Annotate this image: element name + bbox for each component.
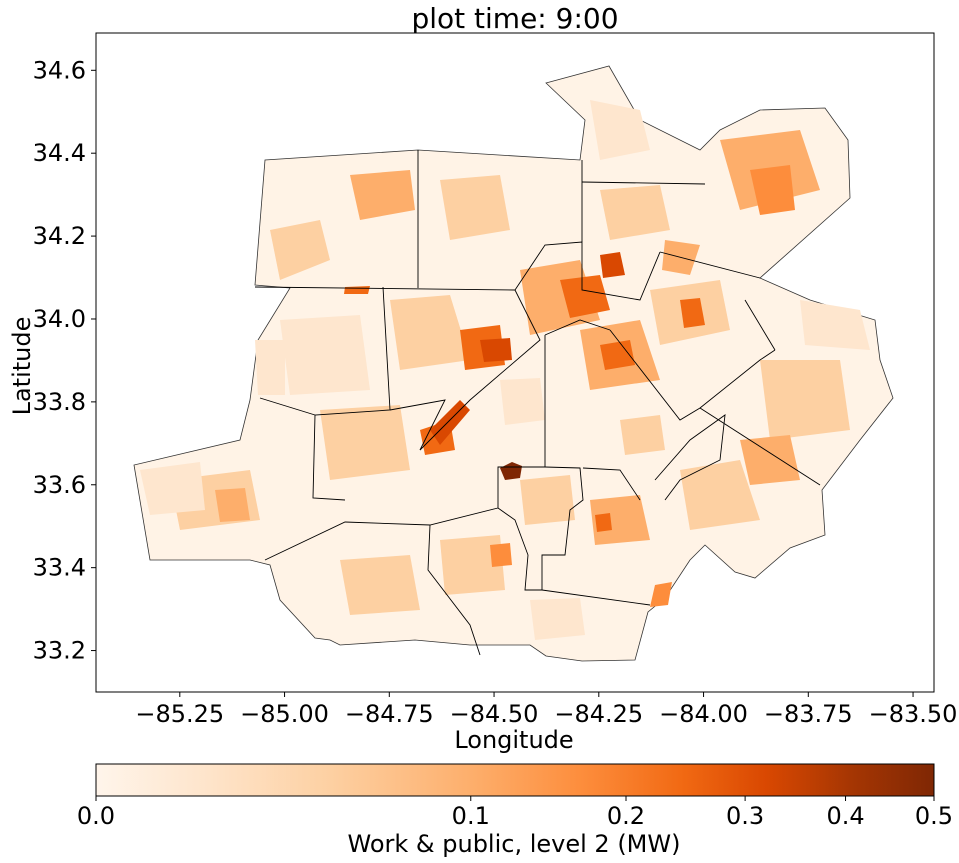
colorbar-label: Work & public, level 2 (MW)	[348, 830, 681, 858]
y-axis-label: Latitude	[8, 317, 36, 416]
x-tick-label: −84.50	[450, 700, 539, 728]
x-tick-label: −84.25	[554, 700, 643, 728]
y-tick-label: 33.8	[33, 388, 86, 416]
x-tick-label: −85.00	[240, 700, 329, 728]
colorbar-tick-label: 0.2	[607, 802, 645, 830]
y-tick-label: 34.2	[33, 222, 86, 250]
x-tick-label: −83.50	[869, 700, 958, 728]
x-tick-label: −83.75	[764, 700, 853, 728]
colorbar-tick-label: 0.1	[452, 802, 490, 830]
y-tick-label: 33.4	[33, 554, 86, 582]
colorbar-tick-label: 0.0	[77, 802, 115, 830]
x-tick-label: −84.75	[345, 700, 434, 728]
y-tick-label: 33.6	[33, 471, 86, 499]
colorbar-tick-label: 0.5	[915, 802, 953, 830]
y-axis: 33.2 33.4 33.6 33.8 34.0 34.2 34.4 34.6	[33, 56, 96, 664]
colorbar-tick-label: 0.4	[826, 802, 864, 830]
x-axis: −85.25 −85.00 −84.75 −84.50 −84.25 −84.00 −83.…	[135, 692, 957, 728]
map-title: plot time: 9:00	[411, 2, 618, 35]
x-tick-label: −85.25	[135, 700, 224, 728]
y-tick-label: 34.0	[33, 305, 86, 333]
colorbar	[96, 764, 934, 796]
colorbar-ticks: 0.0 0.1 0.2 0.3 0.4 0.5	[77, 796, 953, 830]
colorbar-tick-label: 0.3	[726, 802, 764, 830]
y-tick-label: 34.6	[33, 56, 86, 84]
y-tick-label: 34.4	[33, 139, 86, 167]
y-tick-label: 33.2	[33, 637, 86, 665]
x-tick-label: −84.00	[659, 700, 748, 728]
x-axis-label: Longitude	[454, 726, 573, 754]
